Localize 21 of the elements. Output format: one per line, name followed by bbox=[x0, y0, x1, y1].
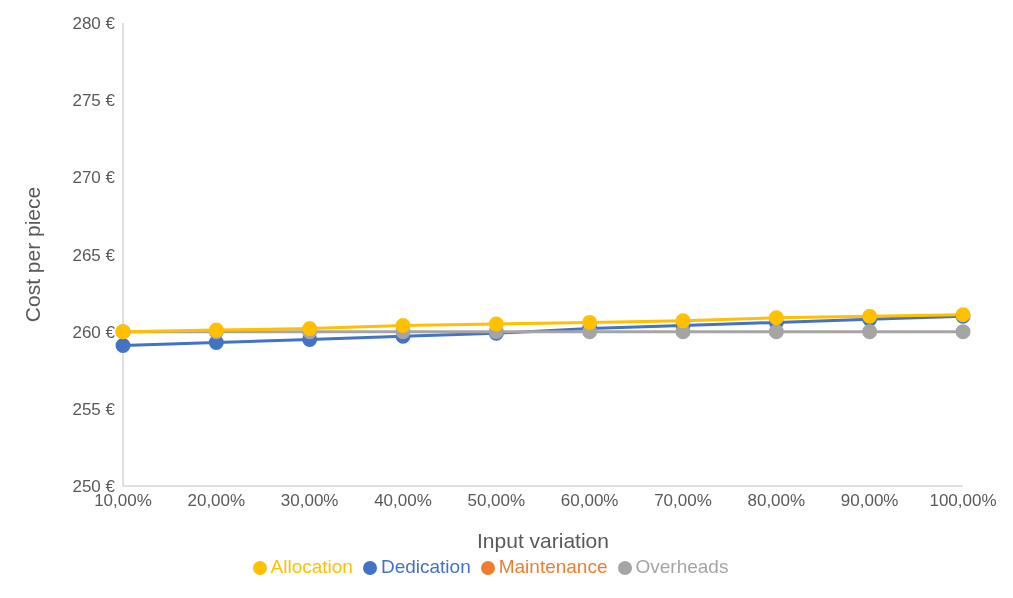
x-tick-label: 90,00% bbox=[840, 491, 899, 511]
legend-label: Allocation bbox=[270, 556, 353, 577]
x-tick-label: 100,00% bbox=[929, 491, 997, 511]
x-tick-label: 60,00% bbox=[560, 491, 619, 511]
x-tick-label: 20,00% bbox=[187, 491, 246, 511]
legend-label: Maintenance bbox=[498, 556, 608, 577]
x-axis-title: Input variation bbox=[477, 529, 609, 552]
y-axis-title: Cost per piece bbox=[21, 186, 45, 323]
legend-label: Dedication bbox=[380, 556, 471, 577]
y-tick-label: 275 € bbox=[72, 91, 116, 111]
y-tick-label: 270 € bbox=[72, 168, 116, 188]
x-tick-label: 30,00% bbox=[280, 491, 339, 511]
legend-label: Overheads bbox=[635, 556, 729, 577]
x-tick-label: 40,00% bbox=[374, 491, 432, 511]
y-tick-label: 265 € bbox=[72, 245, 116, 265]
x-tick-label: 70,00% bbox=[654, 491, 712, 511]
x-tick-label: 80,00% bbox=[747, 491, 806, 511]
y-tick-label: 255 € bbox=[72, 399, 116, 419]
y-tick-label: 260 € bbox=[72, 322, 116, 342]
y-tick-label: 280 € bbox=[72, 14, 116, 34]
x-tick-label: 50,00% bbox=[467, 491, 526, 511]
